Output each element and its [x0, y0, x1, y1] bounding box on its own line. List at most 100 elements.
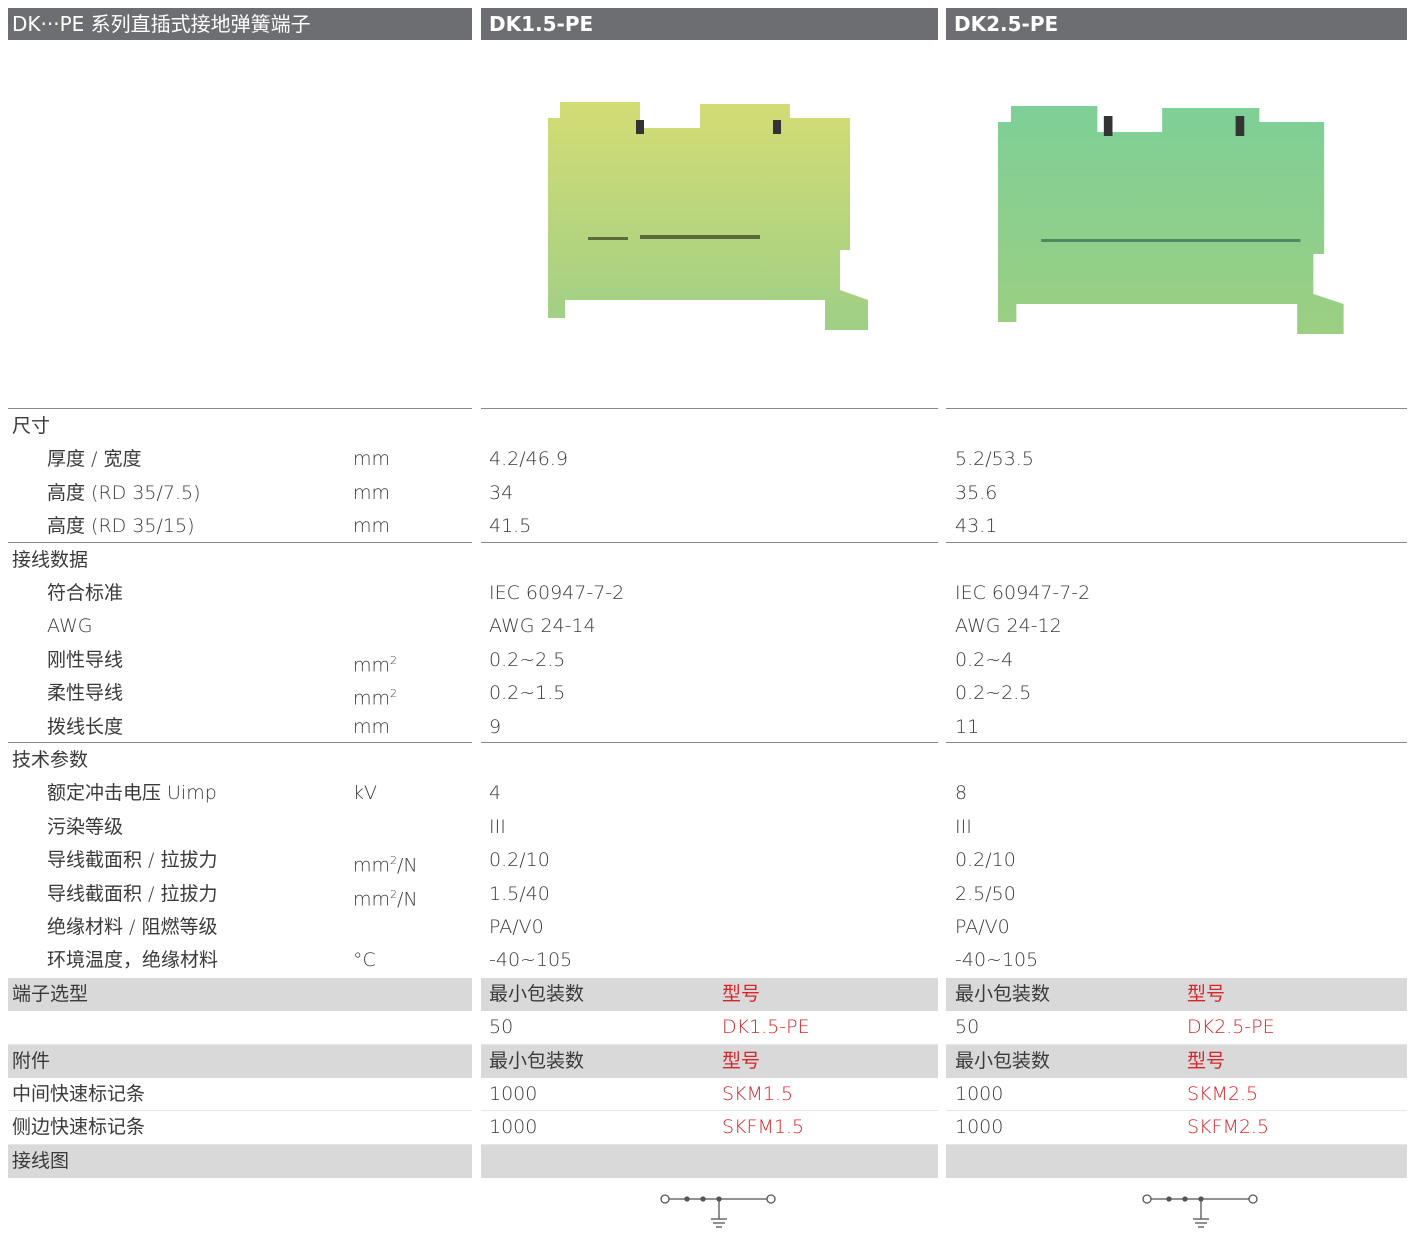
row-label: 侧边快速标记条: [12, 1116, 146, 1139]
row-value: 0.2/10: [955, 849, 1016, 872]
row-label: 厚度 / 宽度: [47, 448, 142, 471]
model-number: SKFM2.5: [1187, 1116, 1270, 1139]
column-header: 最小包装数: [955, 1049, 1051, 1072]
row-label: 中间快速标记条: [12, 1083, 146, 1105]
gray-band: [8, 1144, 472, 1178]
row-label: 高度 (RD 35/7.5): [47, 481, 201, 504]
row-value: 1.5/40: [489, 882, 550, 905]
pack-qty: 1000: [489, 1083, 538, 1105]
column-header: 型号: [722, 982, 761, 1005]
row-value: III: [489, 815, 506, 838]
model-number: DK1.5-PE: [722, 1016, 810, 1039]
product-header: DK2.5-PE: [946, 8, 1407, 40]
row-unit: mm2/N: [353, 854, 418, 877]
row-unit: mm: [353, 515, 391, 538]
gray-band: [481, 1044, 938, 1078]
row-value: 0.2~4: [955, 648, 1014, 671]
divider: [481, 1043, 938, 1045]
product-image: [998, 106, 1344, 334]
row-value: 0.2/10: [489, 849, 550, 872]
row-value: 35.6: [955, 481, 998, 504]
row-label: 导线截面积 / 拉拔力: [47, 849, 218, 872]
wiring-diagram: [660, 1194, 776, 1228]
row-value: 8: [955, 782, 968, 805]
model-number: SKM1.5: [722, 1083, 794, 1105]
pack-qty: 1000: [955, 1083, 1004, 1105]
row-value: 4.2/46.9: [489, 448, 568, 471]
row-unit: kV: [353, 782, 378, 805]
divider: [8, 1110, 472, 1112]
gray-band: [8, 977, 472, 1011]
product-header: DK1.5-PE: [481, 8, 938, 40]
divider: [8, 1043, 472, 1045]
pack-qty: 1000: [489, 1116, 538, 1139]
row-label: 环境温度，绝缘材料: [47, 949, 219, 972]
pack-qty: 1000: [955, 1116, 1004, 1139]
row-value: 11: [955, 715, 980, 738]
row-unit: mm2: [353, 687, 398, 710]
row-value: PA/V0: [955, 916, 1010, 938]
column-header: 型号: [1187, 1049, 1226, 1072]
divider: [946, 1110, 1407, 1112]
row-value: AWG 24-14: [489, 615, 596, 638]
gray-band: [8, 1044, 472, 1078]
divider: [481, 1110, 938, 1112]
row-label: 额定冲击电压 Uimp: [47, 782, 217, 805]
row-value: 9: [489, 715, 502, 738]
row-unit: °C: [353, 949, 376, 972]
section-title: 端子选型: [12, 982, 89, 1005]
row-value: 5.2/53.5: [955, 448, 1034, 471]
row-value: 43.1: [955, 515, 998, 538]
row-label: 柔性导线: [47, 682, 124, 705]
section-title: 技术参数: [12, 749, 89, 771]
column-header: 最小包装数: [955, 982, 1051, 1005]
divider: [8, 1143, 472, 1145]
divider: [8, 742, 472, 743]
page-title: DK···PE 系列直插式接地弹簧端子: [8, 8, 472, 40]
row-label: 符合标准: [47, 582, 124, 604]
row-label: 刚性导线: [47, 648, 124, 671]
row-label: 拨线长度: [47, 715, 124, 738]
divider: [946, 1043, 1407, 1045]
divider: [481, 408, 938, 409]
gray-band: [481, 977, 938, 1011]
row-value: 41.5: [489, 515, 532, 538]
row-unit: mm: [353, 448, 391, 471]
row-unit: mm2: [353, 653, 398, 677]
gray-band: [946, 1144, 1407, 1178]
row-value: 4: [489, 782, 502, 805]
row-value: 0.2~2.5: [955, 682, 1032, 705]
model-number: SKFM1.5: [722, 1116, 805, 1139]
row-value: IEC 60947-7-2: [489, 582, 625, 604]
section-title: 附件: [12, 1049, 51, 1072]
divider: [946, 742, 1407, 743]
column-header: 最小包装数: [489, 982, 585, 1005]
pack-qty: 50: [489, 1016, 514, 1039]
row-value: -40~105: [489, 949, 573, 972]
row-label: AWG: [47, 615, 93, 638]
model-number: DK2.5-PE: [1187, 1016, 1275, 1039]
product-image: [548, 102, 868, 330]
column-header: 型号: [722, 1049, 761, 1072]
row-unit: mm2/N: [353, 887, 418, 910]
divider: [946, 541, 1407, 543]
row-value: PA/V0: [489, 916, 544, 938]
row-value: 0.2~2.5: [489, 648, 566, 671]
row-label: 高度 (RD 35/15): [47, 515, 195, 538]
model-number: SKM2.5: [1187, 1083, 1259, 1105]
divider: [481, 742, 938, 743]
gray-band: [946, 1044, 1407, 1078]
row-unit: mm: [353, 715, 391, 738]
row-value: -40~105: [955, 949, 1039, 972]
divider: [481, 1143, 938, 1145]
divider: [8, 541, 472, 543]
column-header: 最小包装数: [489, 1049, 585, 1072]
row-label: 导线截面积 / 拉拔力: [47, 882, 218, 905]
section-title: 接线数据: [12, 548, 89, 571]
divider: [946, 408, 1407, 409]
gray-band: [946, 977, 1407, 1011]
section-title: 尺寸: [12, 415, 51, 437]
row-unit: mm: [353, 481, 391, 504]
